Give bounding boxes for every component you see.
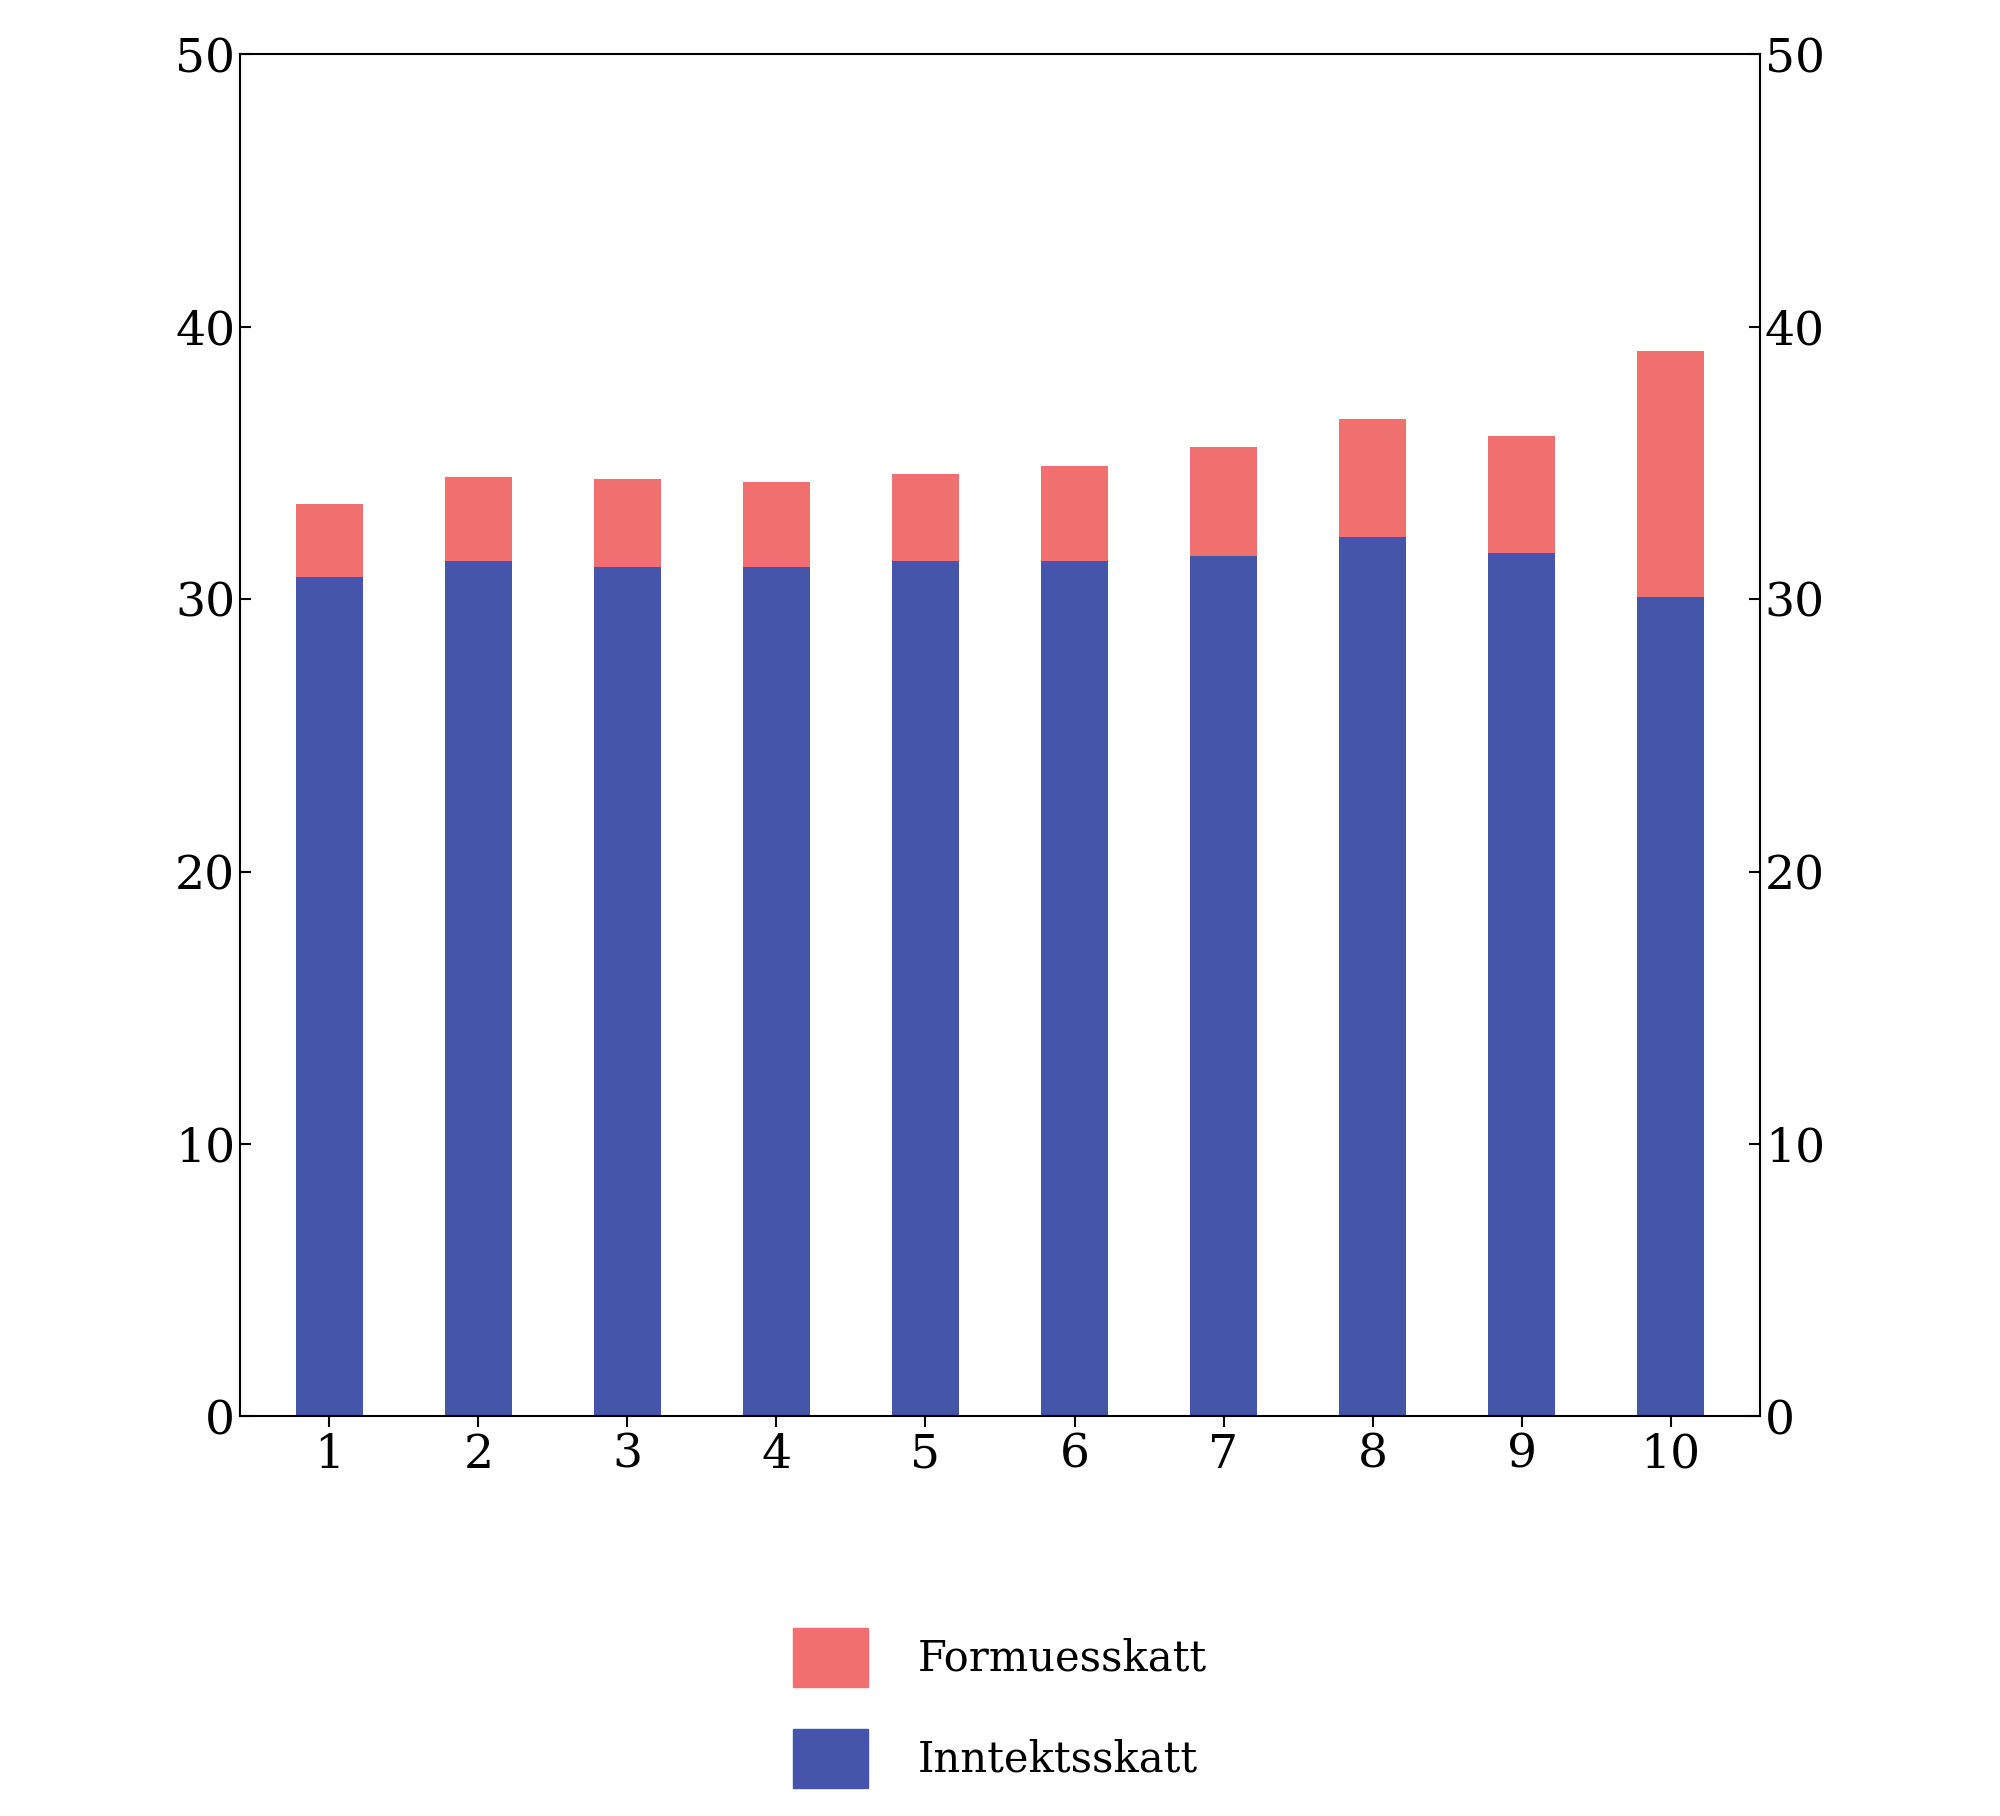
Bar	[1190, 556, 1258, 1416]
Bar	[892, 561, 960, 1416]
Bar	[1638, 352, 1704, 596]
Bar	[594, 479, 660, 567]
Bar	[892, 474, 960, 561]
Bar	[1040, 465, 1108, 561]
Legend: Formuesskatt, Inntektsskatt: Formuesskatt, Inntektsskatt	[776, 1611, 1224, 1805]
Bar	[1190, 447, 1258, 556]
Bar	[296, 503, 362, 577]
Bar	[1488, 436, 1556, 552]
Bar	[444, 476, 512, 561]
Bar	[1340, 419, 1406, 538]
Bar	[742, 567, 810, 1416]
Bar	[1638, 596, 1704, 1416]
Bar	[742, 481, 810, 567]
Bar	[296, 577, 362, 1416]
Bar	[1488, 552, 1556, 1416]
Bar	[1040, 561, 1108, 1416]
Bar	[594, 567, 660, 1416]
Bar	[444, 561, 512, 1416]
Bar	[1340, 538, 1406, 1416]
